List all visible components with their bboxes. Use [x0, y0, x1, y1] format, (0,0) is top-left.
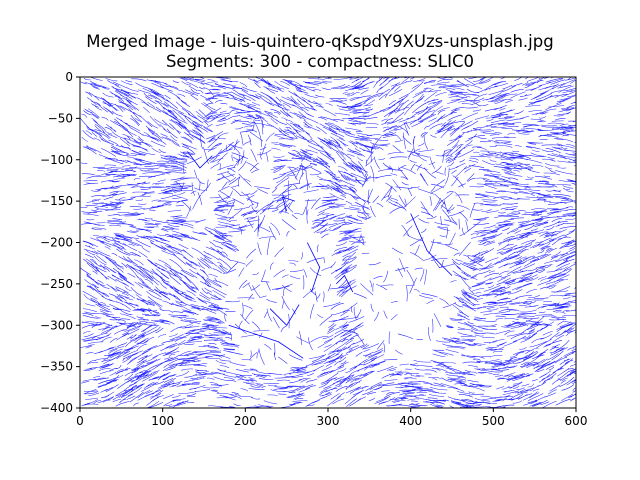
x-tick-label: 100 [151, 414, 174, 428]
x-axis: 0 100 200 300 400 500 600 [76, 408, 587, 428]
y-tick-label: −100 [40, 153, 73, 167]
y-axis: 0 −50 −100 −150 −200 −250 −300 −350 −400 [40, 70, 80, 415]
series-line-7 [269, 304, 300, 326]
y-tick-label: −350 [40, 360, 73, 374]
x-tick-label: 400 [399, 414, 422, 428]
series-line-4 [410, 213, 453, 276]
x-tick-label: 300 [317, 414, 340, 428]
series-line-2 [306, 242, 321, 293]
segmentation-boundary-lines [80, 77, 576, 408]
x-tick-label: 600 [565, 414, 588, 428]
series-line-3 [336, 274, 354, 293]
series-line-5 [228, 324, 304, 359]
chart-series-layer [187, 151, 453, 359]
series-line-1 [281, 196, 296, 212]
x-tick-label: 0 [76, 414, 84, 428]
y-tick-label: −150 [40, 194, 73, 208]
y-tick-label: −250 [40, 277, 73, 291]
chart-title-line1: Merged Image - luis-quintero-qKspdY9XUzs… [86, 32, 554, 51]
series-line-6 [187, 151, 213, 169]
y-tick-label: −400 [40, 401, 73, 415]
y-tick-label: −300 [40, 318, 73, 332]
chart-title-line2: Segments: 300 - compactness: SLIC0 [165, 52, 475, 71]
y-tick-label: −200 [40, 236, 73, 250]
x-tick-label: 500 [482, 414, 505, 428]
segment-boundary-strokes [80, 77, 576, 408]
y-tick-label: −50 [48, 111, 73, 125]
x-tick-label: 200 [234, 414, 257, 428]
y-tick-label: 0 [65, 70, 73, 84]
